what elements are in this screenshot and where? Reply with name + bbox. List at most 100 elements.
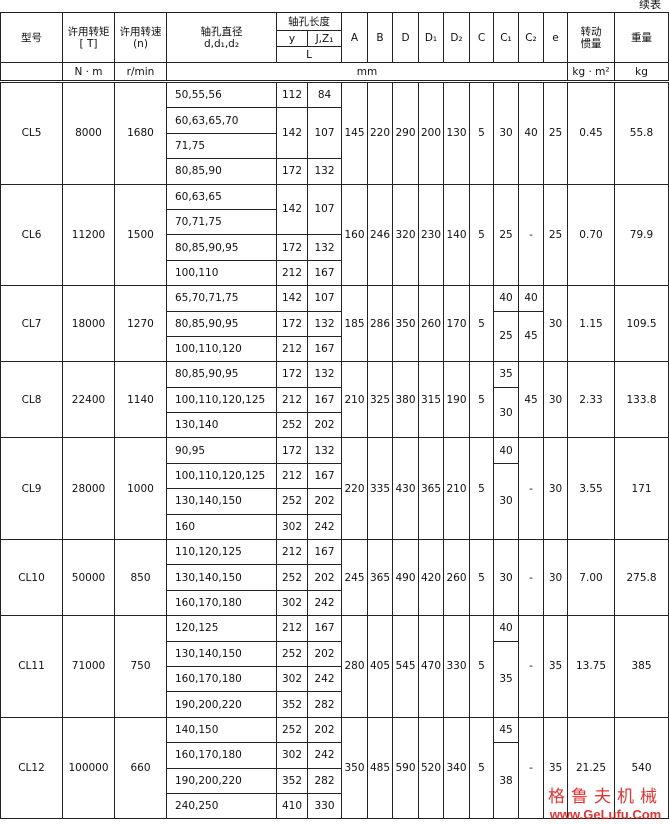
weight-cell: 109.5 [614,285,669,363]
dim-d1-cell: 365 [418,437,444,541]
watermark-url: www.GeLufu.Com [549,807,662,822]
dim-c-cell: 5 [469,361,494,439]
diameter-cell: 80,85,90,95 [166,310,277,337]
header-cell: y [276,30,308,47]
inertia-cell: 7.00 [567,539,615,617]
dim-d1-cell: 200 [418,81,444,185]
length-y-cell: 142 [276,107,308,160]
dim-a-cell: 280 [341,615,368,718]
length-y-cell: 302 [276,665,308,693]
dim-c1-cell: 30 [493,81,519,185]
length-jz-cell: 202 [307,640,342,667]
dim-a-cell: 185 [341,285,368,363]
header-text: C₁ [500,31,512,44]
diameter-cell: 65,70,71,75 [166,285,277,312]
inertia-cell: 1.15 [567,285,615,363]
length-jz-cell: 167 [307,462,342,490]
diameter-cell: 100,110,120,125 [166,462,277,490]
weight-cell: 171 [614,437,669,541]
dim-c-cell: 5 [469,615,494,718]
diameter-cell: 100,110 [166,259,277,287]
weight-cell: 540 [614,716,669,820]
speed-cell: 1140 [114,361,167,439]
model-cell: CL6 [0,183,63,287]
dim-b-cell: 405 [367,615,393,718]
table-row: CL9 28000 1000 90,95 172 132 220 335 430 365 210 5 4… [0,437,669,541]
header-text: 轴孔直径 [200,25,243,38]
length-y-cell: 142 [276,183,308,236]
diameter-cell: 130,140,150 [166,488,277,515]
header-cell: C₂ [518,12,544,63]
length-jz-cell: 202 [307,716,342,744]
table-row: 100,110,120,125 212 167 30 [1,386,669,439]
dim-d-cell: 590 [392,716,419,820]
dim-c2-cell: 40 [518,285,544,312]
length-y-cell: 252 [276,716,308,744]
dim-e-cell: 35 [543,716,568,820]
inertia-cell: 3.55 [567,437,615,541]
speed-cell: 660 [114,716,167,820]
dim-c1-cell: 25 [493,183,519,287]
length-y-cell: 252 [276,640,308,667]
dim-c2-cell: - [518,539,544,617]
table-row: 130,140,150 252 202 35 [1,640,669,718]
header-text: C [477,31,486,44]
header-text: e [552,31,559,44]
length-y-cell: 212 [276,335,308,363]
length-y-cell: 302 [276,513,308,541]
table-row: 240,250 410 330 [1,792,669,820]
dim-d1-cell: 260 [418,285,444,363]
unit-text: r/min [126,65,155,78]
dim-d-cell: 290 [392,81,419,185]
dim-d2-cell: 260 [443,539,470,617]
header-cell: 许用转速 (n) [114,12,167,63]
header-cell: D₁ [418,12,444,63]
dim-c2-cell: 45 [518,361,544,439]
dim-d2-cell: 210 [443,437,470,541]
dim-d-cell: 320 [392,183,419,287]
unit-text: kg · m² [572,65,610,78]
header-text: 许用转速 [119,25,162,38]
dim-d2-cell: 190 [443,361,470,439]
header-text: D₂ [450,31,463,44]
length-jz-cell: 167 [307,386,342,414]
header-text: D₁ [424,31,438,44]
length-y-cell: 410 [276,792,308,820]
dim-d-cell: 380 [392,361,419,439]
dim-c1-cell: 45 [493,716,519,744]
dim-c1-cell: 30 [493,539,519,617]
length-jz-cell: 242 [307,513,342,541]
diameter-cell: 80,85,90 [166,158,277,185]
table-row: 190,200,220 352 282 [1,767,669,794]
length-jz-cell: 84 [307,80,342,109]
header-text: (n) [133,37,148,50]
table-row: 80,85,90,95 172 132 [1,234,669,261]
dim-c-cell: 5 [469,437,494,541]
length-jz-cell: 132 [307,310,342,337]
length-y-cell: 302 [276,742,308,769]
dim-b-cell: 220 [367,81,393,185]
diameter-cell: 100,110,120 [166,335,277,363]
table-row: 130,140 252 202 [1,412,669,439]
model-cell: CL8 [0,361,63,439]
dim-c2-cell: - [518,615,544,718]
dim-c1-cell: 40 [493,615,519,642]
table-row: 130,140,150 252 202 [1,488,669,515]
header-text: B [376,31,384,44]
header-text: [ T] [79,37,98,50]
header-cell: D [392,12,419,63]
dim-a-cell: 350 [341,716,368,820]
weight-cell: 275.8 [614,539,669,617]
model-cell: CL9 [0,437,63,541]
length-y-cell: 252 [276,488,308,515]
dim-c2-cell: 45 [518,310,544,363]
inertia-cell: 21.25 [567,716,615,820]
length-jz-cell: 107 [307,183,342,236]
length-jz-cell: 167 [307,539,342,566]
dim-d2-cell: 170 [443,285,470,363]
inertia-cell: 2.33 [567,361,615,439]
length-y-cell: 252 [276,564,308,591]
dim-a-cell: 210 [341,361,368,439]
dim-e-cell: 25 [543,81,568,185]
table-row: 80,85,90,95 172 132 25 45 [1,310,669,363]
